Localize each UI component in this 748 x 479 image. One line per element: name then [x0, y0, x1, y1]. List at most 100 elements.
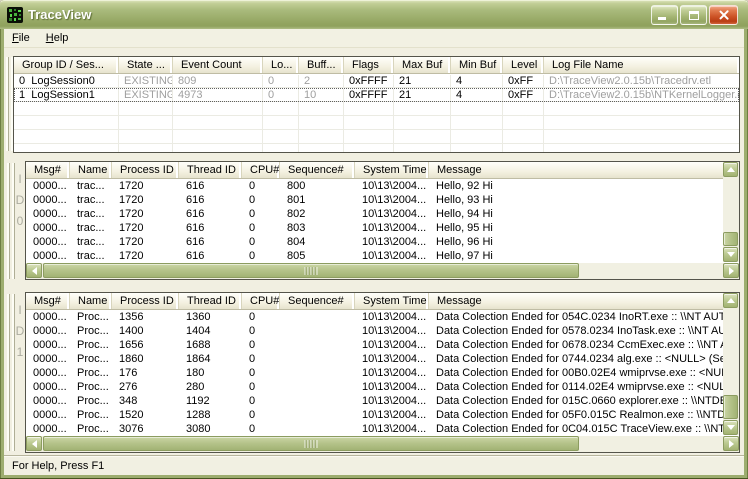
log-row[interactable]: 0000... Proc... 276 280 0 10\13\2004... … [26, 380, 739, 394]
cell-process-id: 1720 [119, 180, 144, 192]
session1-id-label: I D 1 [14, 300, 26, 363]
cell-buffers: 2 [299, 74, 344, 87]
column-header[interactable]: Name [70, 293, 112, 309]
cell-name: trac... [77, 222, 105, 234]
log-row[interactable]: 0000... trac... 1720 616 0 803 10\13\200… [26, 221, 739, 235]
scroll-right-button[interactable] [723, 436, 739, 451]
column-header[interactable]: Thread ID [179, 293, 242, 309]
cell-level: 0xFF [503, 88, 544, 101]
status-text: For Help, Press F1 [12, 459, 105, 472]
maximize-button[interactable] [680, 5, 707, 25]
log-row[interactable]: 0000... Proc... 1356 1360 0 10\13\2004..… [26, 310, 739, 324]
cell-name: Proc... [77, 353, 109, 365]
cell-name: Proc... [77, 367, 109, 379]
column-header[interactable]: Level [503, 57, 544, 73]
log-row[interactable]: 0000... Proc... 1860 1864 0 10\13\2004..… [26, 352, 739, 366]
session0-panel-gripper[interactable] [7, 163, 15, 279]
scroll-down-button[interactable] [723, 247, 738, 262]
column-header[interactable]: CPU# [242, 162, 280, 178]
cell-lost: 0 [263, 74, 299, 87]
column-header[interactable]: Msg# [26, 162, 70, 178]
cell-cpu: 0 [249, 339, 256, 351]
cell-cpu: 0 [249, 180, 256, 192]
column-header[interactable]: Sequence# [280, 162, 355, 178]
column-header[interactable]: Message [429, 162, 739, 178]
log-row[interactable]: 0000... trac... 1720 616 0 801 10\13\200… [26, 193, 739, 207]
cell-max-buf: 21 [394, 88, 451, 101]
column-header[interactable]: CPU# [242, 293, 280, 309]
cell-state: EXISTING [119, 74, 173, 87]
column-header[interactable]: Buff... [299, 57, 344, 73]
menubar: File Help [4, 29, 744, 48]
cell-msg-num: 0000... [33, 339, 67, 351]
close-button[interactable] [709, 5, 738, 25]
cell-msg-num: 0000... [33, 353, 67, 365]
session1-log-body: 0000... Proc... 1356 1360 0 10\13\2004..… [26, 310, 739, 436]
scroll-left-button[interactable] [26, 436, 42, 451]
cell-process-id: 1720 [119, 222, 144, 234]
minimize-button[interactable] [651, 5, 678, 25]
session0-vertical-scrollbar[interactable] [723, 162, 739, 262]
cell-name: trac... [77, 180, 105, 192]
scroll-up-button[interactable] [723, 162, 738, 177]
session1-vertical-scrollbar[interactable] [723, 293, 739, 435]
log-row[interactable]: 0000... Proc... 1400 1404 0 10\13\2004..… [26, 324, 739, 338]
horizontal-scroll-thumb[interactable] [43, 436, 579, 451]
cell-message: Hello, 97 Hi [436, 250, 493, 262]
arrow-right-icon [728, 439, 734, 448]
session1-panel-gripper[interactable] [7, 294, 15, 451]
scroll-up-button[interactable] [723, 293, 738, 308]
log-row[interactable]: 0000... Proc... 1520 1288 0 10\13\2004..… [26, 408, 739, 422]
log-row[interactable]: 0000... trac... 1720 616 0 800 10\13\200… [26, 179, 739, 193]
menu-file[interactable]: File [12, 31, 30, 44]
log-row[interactable]: 0000... trac... 1720 616 0 805 10\13\200… [26, 249, 739, 263]
session-row[interactable]: 0 LogSession0 EXISTING 809 0 2 0xFFFF 21… [14, 74, 739, 88]
cell-msg-num: 0000... [33, 236, 67, 248]
id-letter: I [18, 303, 22, 317]
log-row[interactable]: 0000... Proc... 176 180 0 10\13\2004... … [26, 366, 739, 380]
column-header[interactable]: System Time [355, 162, 429, 178]
column-header[interactable]: Event Count [173, 57, 263, 73]
column-header[interactable]: Process ID [112, 293, 179, 309]
scroll-down-button[interactable] [723, 420, 738, 435]
column-header[interactable]: Thread ID [179, 162, 242, 178]
scroll-right-button[interactable] [723, 263, 739, 278]
column-header[interactable]: Name [70, 162, 112, 178]
session-row[interactable]: 1 LogSession1 EXISTING 4973 0 10 0xFFFF … [14, 88, 739, 102]
column-header[interactable]: Max Buf [394, 57, 451, 73]
column-header[interactable]: Sequence# [280, 293, 355, 309]
log-row[interactable]: 0000... Proc... 3076 3080 0 10\13\2004..… [26, 422, 739, 436]
log-row[interactable]: 0000... trac... 1720 616 0 802 10\13\200… [26, 207, 739, 221]
sessions-panel-gripper[interactable] [6, 57, 14, 151]
titlebar[interactable]: TraceView [0, 0, 748, 29]
session1-horizontal-scrollbar[interactable] [26, 436, 739, 452]
column-header[interactable]: Process ID [112, 162, 179, 178]
session0-log-header: Msg# Name Process ID Thread ID CPU# Sequence#… [26, 162, 739, 179]
session0-horizontal-scrollbar[interactable] [26, 263, 739, 279]
column-header[interactable]: Flags [344, 57, 394, 73]
column-header[interactable]: Group ID / Ses... [14, 57, 119, 73]
vertical-scroll-thumb[interactable] [723, 395, 738, 419]
cell-system-time: 10\13\2004... [362, 353, 427, 365]
column-header[interactable]: Min Buf [451, 57, 503, 73]
log-row[interactable]: 0000... Proc... 1656 1688 0 10\13\2004..… [26, 338, 739, 352]
column-header[interactable]: System Time [355, 293, 429, 309]
id-letter: 1 [16, 345, 24, 359]
cell-message: Hello, 95 Hi [436, 222, 493, 234]
column-header[interactable]: Lo... [263, 57, 299, 73]
id-letter: 0 [16, 214, 24, 228]
arrow-left-icon [31, 439, 37, 448]
log-row[interactable]: 0000... trac... 1720 616 0 804 10\13\200… [26, 235, 739, 249]
column-header[interactable]: Message [429, 293, 739, 309]
vertical-scroll-thumb[interactable] [723, 232, 738, 246]
scroll-left-button[interactable] [26, 263, 42, 278]
cell-max-buf: 21 [394, 74, 451, 87]
arrow-up-icon [726, 298, 735, 303]
column-header[interactable]: Log File Name [544, 57, 739, 73]
horizontal-scroll-thumb[interactable] [43, 263, 579, 278]
menu-help[interactable]: Help [45, 31, 69, 44]
traceview-app-icon[interactable] [7, 6, 23, 23]
log-row[interactable]: 0000... Proc... 348 1192 0 10\13\2004...… [26, 394, 739, 408]
column-header[interactable]: State ... [119, 57, 173, 73]
column-header[interactable]: Msg# [26, 293, 70, 309]
